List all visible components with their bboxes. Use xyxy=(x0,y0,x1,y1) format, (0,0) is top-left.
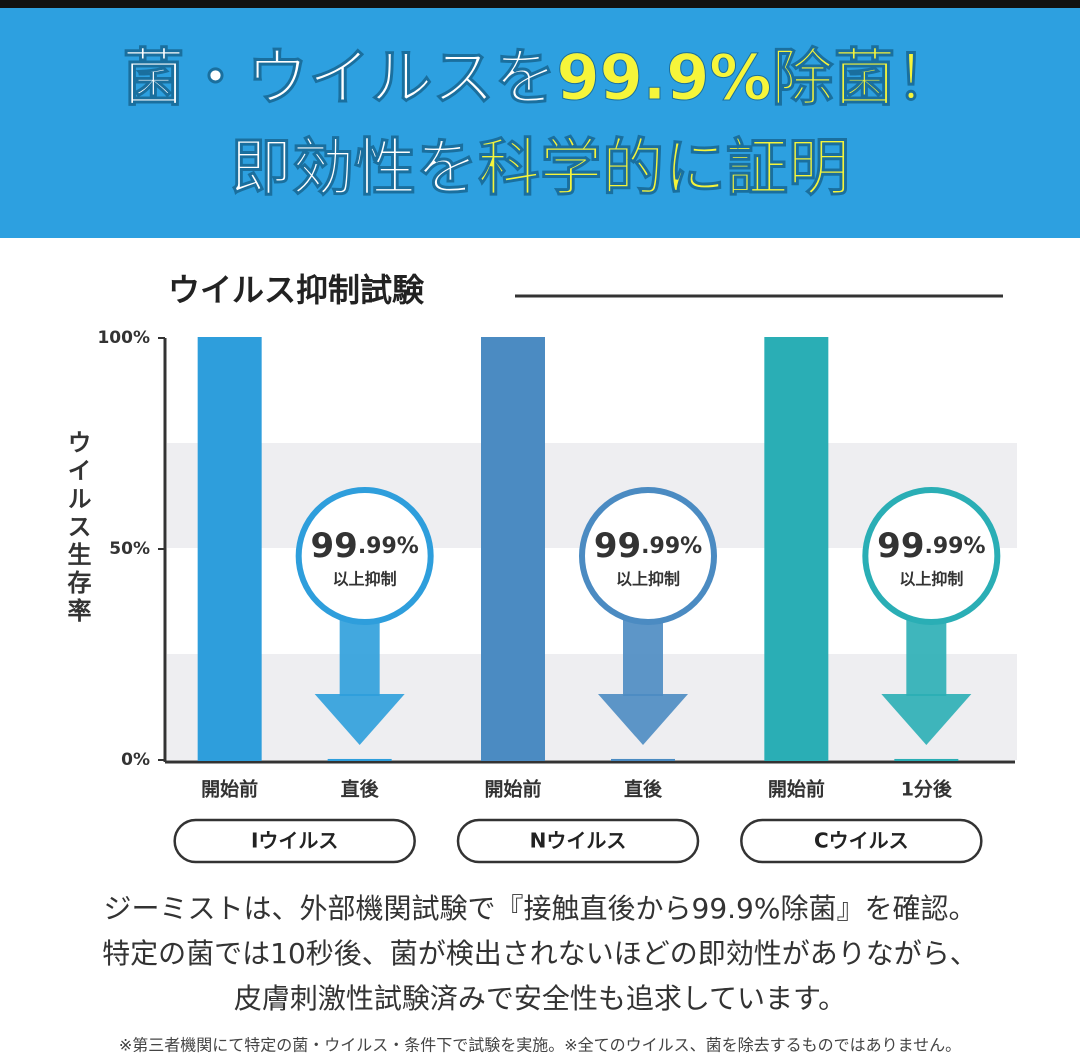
arrow-shaft xyxy=(339,618,380,696)
headline-yellow: 科学的に証明 xyxy=(478,131,850,204)
callout-big: 99 xyxy=(594,526,641,566)
y-tick-label: 100% xyxy=(97,328,150,348)
headline-white: 即効性を xyxy=(230,131,478,204)
body-text: 特定の菌では10秒後、菌が検出されないほどの即効性がありながら、 xyxy=(102,937,978,970)
callout-value: 99.99% xyxy=(877,526,985,566)
y-axis-label: ウイルス生存率 xyxy=(63,430,91,626)
y-tick-label: 50% xyxy=(109,539,150,559)
footnote: ※第三者機関にて特定の菌・ウイルス・条件下で試験を実施。※全てのウイルス、菌を除… xyxy=(119,1036,961,1053)
headline-2: 即効性を科学的に証明 xyxy=(230,131,850,204)
arrow-head xyxy=(881,694,972,745)
group-pill xyxy=(173,818,416,864)
callout-note: 以上抑制 xyxy=(333,570,397,589)
body-text: 皮膚刺激性試験済みで安全性も追求しています。 xyxy=(234,982,846,1015)
bar xyxy=(197,337,262,761)
group-pill xyxy=(740,818,983,864)
band xyxy=(167,654,1017,760)
callout-circle xyxy=(579,487,717,625)
callout-big: 99 xyxy=(310,526,357,566)
x-tick-label: 開始前 xyxy=(768,778,825,801)
arrow-shaft xyxy=(906,618,947,696)
callout-big: 99 xyxy=(877,526,924,566)
callout-circle xyxy=(862,487,1001,625)
body-text: ジーミストは、外部機関試験で『接触直後から99.9%除菌』を確認。 xyxy=(104,892,977,925)
x-tick-label: 直後 xyxy=(624,778,663,801)
callout-note: 以上抑制 xyxy=(899,570,963,589)
callout-value: 99.99% xyxy=(594,526,702,566)
group-pill xyxy=(456,818,700,864)
group-label: Iウイルス xyxy=(251,829,338,853)
x-tick-label: 直後 xyxy=(341,778,380,801)
group-label: Cウイルス xyxy=(814,829,909,853)
callout-circle xyxy=(295,487,434,625)
callout-small: .99% xyxy=(358,534,419,559)
y-tick-label: 0% xyxy=(121,750,150,770)
callout-value: 99.99% xyxy=(310,526,418,566)
bar xyxy=(764,337,829,761)
callout-small: .99% xyxy=(641,534,702,559)
headline-white: 菌・ウイルスを xyxy=(122,41,556,114)
callout-small: .99% xyxy=(924,534,985,559)
arrow-head xyxy=(598,694,688,745)
group-label: Nウイルス xyxy=(530,829,627,853)
headline-1: 菌・ウイルスを99.9%除菌！ xyxy=(122,41,957,114)
header-bg xyxy=(0,0,1080,238)
chart-title: ウイルス抑制試験 xyxy=(168,271,425,309)
top-strip xyxy=(0,0,1080,8)
x-tick-label: 1分後 xyxy=(901,778,953,801)
bar xyxy=(481,337,545,761)
x-tick-label: 開始前 xyxy=(201,778,258,801)
headline-yellow: 99.9%除菌！ xyxy=(556,41,957,114)
callout-note: 以上抑制 xyxy=(616,570,680,589)
x-tick-label: 開始前 xyxy=(484,778,541,801)
arrow-head xyxy=(314,694,405,745)
arrow-shaft xyxy=(623,618,663,696)
